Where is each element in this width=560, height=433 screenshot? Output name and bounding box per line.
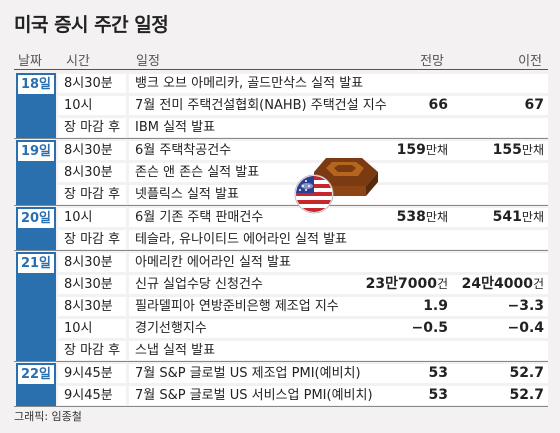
previous-value: 24만4000건 [461,276,544,292]
time-cell: 10시 [58,319,126,338]
day-label: 22일 [18,365,54,384]
time-cell: 10시 [58,96,126,115]
table-header: 날짜 시간 일정 전망 이전 [14,48,548,69]
table-row: 10시 7월 전미 주택건설협회(NAHB) 주택건설 지수 66 67 [58,94,548,116]
event-cell: 필라델피아 연방준비은행 제조업 지수 [129,297,548,316]
time-cell: 9시45분 [58,364,126,383]
previous-value: 67 [524,97,544,113]
event-cell: 7월 S&P 글로벌 US 서비스업 PMI(예비치) [129,386,548,405]
header-previous: 이전 [518,54,542,69]
previous-value: −3.3 [507,298,544,314]
table-row: 장 마감 후 IBM 실적 발표 [58,116,548,138]
previous-value: 52.7 [509,365,544,381]
day-divider [14,205,548,206]
event-cell: 신규 실업수당 신청건수 [129,275,548,294]
previous-value: 52.7 [509,387,544,403]
event-cell: 아메리칸 에어라인 실적 발표 [129,253,548,272]
day-label: 19일 [18,142,54,161]
header-time: 시간 [66,54,90,69]
forecast-value: 159만채 [396,142,448,158]
day-divider [14,406,548,407]
header-date: 날짜 [18,54,42,69]
table-row: 10시 6월 기존 주택 판매건수 538만채 541만채 [58,206,548,228]
forecast-value: 66 [428,97,448,113]
forecast-value: 1.9 [423,298,448,314]
forecast-value: 53 [428,365,448,381]
day-label: 20일 [18,209,54,228]
time-cell: 10시 [58,208,126,227]
time-cell: 8시30분 [58,275,126,294]
forecast-value: 53 [428,387,448,403]
table-row: 8시30분 뱅크 오브 아메리카, 골드만삭스 실적 발표 [58,72,548,94]
day-divider [14,138,548,139]
time-cell: 8시30분 [58,163,126,182]
time-cell: 장 마감 후 [58,341,126,360]
table-row: 10시 경기선행지수 −0.5 −0.4 [58,317,548,339]
table-row: 8시30분 신규 실업수당 신청건수 23만7000건 24만4000건 [58,273,548,295]
day-divider [14,361,548,362]
event-cell: 6월 기존 주택 판매건수 [129,208,548,227]
table-row: 8시30분 6월 주택착공건수 159만채 155만채 [58,139,548,161]
time-cell: 장 마감 후 [58,185,126,204]
day-label: 21일 [18,254,54,273]
time-cell: 8시30분 [58,297,126,316]
event-cell: 6월 주택착공건수 [129,141,548,160]
graphic-credit: 그래픽: 임종철 [14,410,82,423]
event-cell: IBM 실적 발표 [129,118,548,137]
table-row: 8시30분 아메리칸 에어라인 실적 발표 [58,251,548,273]
table-row: 8시30분 필라델피아 연방준비은행 제조업 지수 1.9 −3.3 [58,295,548,317]
previous-value: 155만채 [492,142,544,158]
header-forecast: 전망 [420,54,444,69]
header-divider [14,69,548,70]
table-row: 9시45분 7월 S&P 글로벌 US 제조업 PMI(예비치) 53 52.7 [58,362,548,384]
us-flag-hexagon-icon [294,158,378,214]
previous-value: 541만채 [492,209,544,225]
event-cell: 경기선행지수 [129,319,548,338]
forecast-value: −0.5 [411,320,448,336]
time-cell: 8시30분 [58,74,126,93]
table-row: 장 마감 후 스냅 실적 발표 [58,339,548,361]
time-cell: 장 마감 후 [58,118,126,137]
forecast-value: 23만7000건 [365,276,448,292]
time-cell: 8시30분 [58,141,126,160]
event-cell: 테슬라, 유나이티드 에어라인 실적 발표 [129,230,548,249]
time-cell: 8시30분 [58,253,126,272]
forecast-value: 538만채 [396,209,448,225]
time-cell: 9시45분 [58,386,126,405]
day-label: 18일 [18,75,54,94]
day-divider [14,250,548,251]
event-cell: 7월 전미 주택건설협회(NAHB) 주택건설 지수 [129,96,548,115]
table-row: 장 마감 후 테슬라, 유나이티드 에어라인 실적 발표 [58,228,548,250]
header-event: 일정 [136,54,160,69]
previous-value: −0.4 [507,320,544,336]
table-row: 9시45분 7월 S&P 글로벌 US 서비스업 PMI(예비치) 53 52.7 [58,384,548,406]
event-cell: 스냅 실적 발표 [129,341,548,360]
event-cell: 뱅크 오브 아메리카, 골드만삭스 실적 발표 [129,74,548,93]
page-title: 미국 증시 주간 일정 [14,14,169,36]
time-cell: 장 마감 후 [58,230,126,249]
event-cell: 7월 S&P 글로벌 US 제조업 PMI(예비치) [129,364,548,383]
